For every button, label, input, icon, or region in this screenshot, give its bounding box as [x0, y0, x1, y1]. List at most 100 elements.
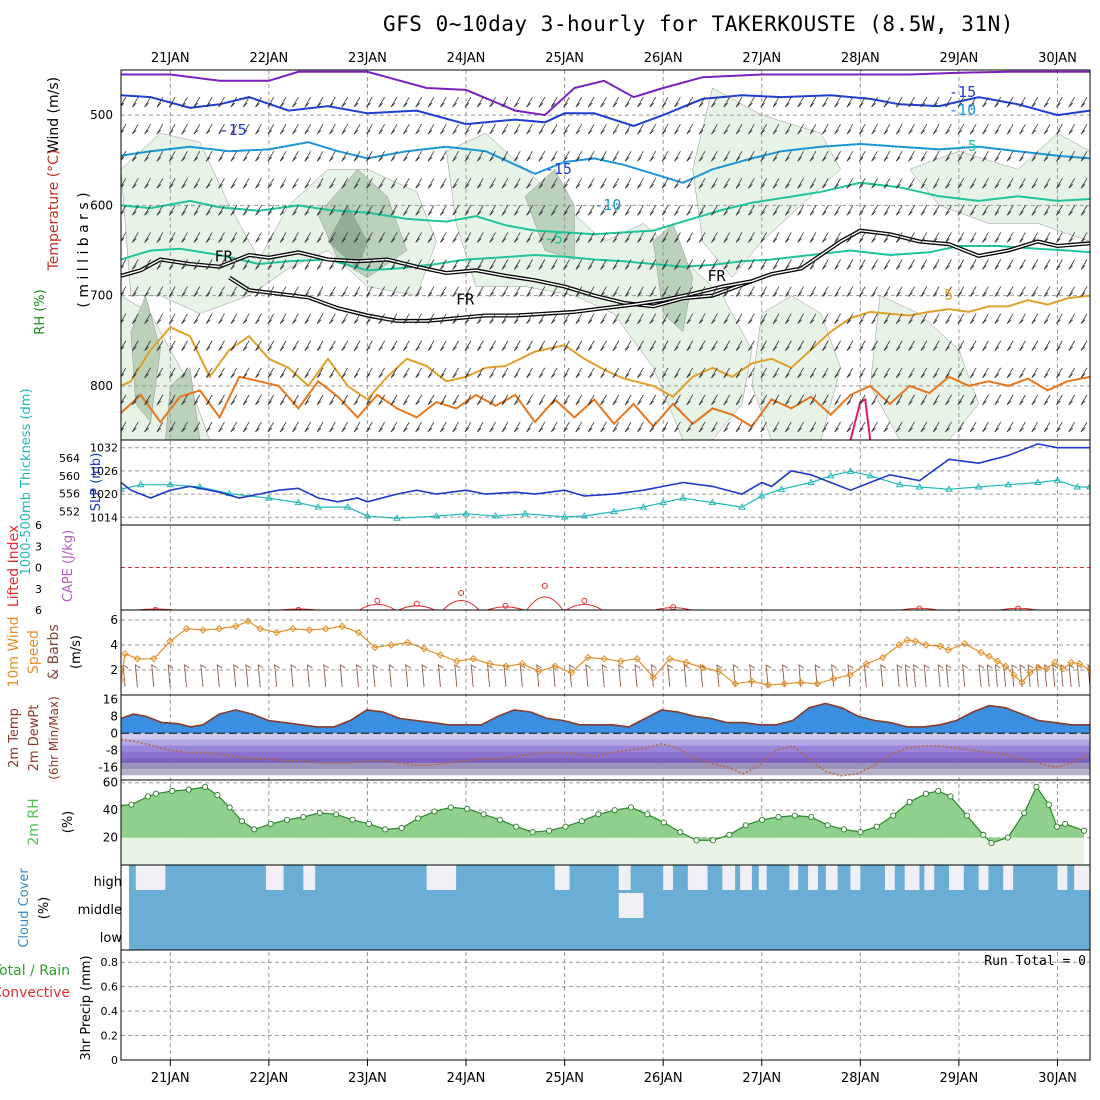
wind-barb	[711, 96, 718, 108]
wind-barb	[624, 259, 632, 270]
wind-barb	[587, 123, 595, 135]
wind-barb	[121, 313, 127, 324]
surface-wind-barb	[405, 664, 411, 688]
wind-barb	[982, 340, 989, 352]
wind-barb	[366, 96, 373, 108]
wind-barb	[415, 286, 422, 297]
wind-barb	[748, 96, 755, 108]
wind-barb	[390, 421, 398, 433]
wind-barb	[895, 259, 903, 270]
wind-barb	[1080, 151, 1088, 162]
wind-barb	[316, 151, 324, 162]
wind-speed-marker	[666, 655, 674, 663]
rh-point	[283, 816, 291, 823]
wind-barb	[1080, 123, 1088, 135]
precip-legend-total: Total / Rain	[0, 963, 70, 979]
wind-barb	[205, 367, 213, 379]
wind-barbs-label: & Barbs	[46, 624, 62, 680]
wind-barb	[1006, 123, 1014, 135]
wind-barb	[205, 421, 213, 433]
wind-barb	[205, 259, 213, 270]
wind-barb	[378, 340, 386, 352]
wind-barb	[181, 151, 188, 162]
wind-barb	[341, 394, 349, 406]
x-tick-top: 28JAN	[841, 51, 880, 66]
wind-barb	[501, 394, 509, 406]
wind-barb	[982, 96, 989, 108]
wind-barb	[205, 205, 213, 216]
wind-barb	[969, 421, 977, 433]
wind-barb	[821, 259, 829, 270]
wind-barb	[1006, 394, 1014, 406]
wind-barb	[304, 313, 312, 324]
surface-wind-barb	[618, 664, 624, 688]
rh-point	[238, 818, 246, 825]
wind-barb	[760, 367, 768, 379]
wind-barb	[784, 123, 792, 135]
wind-speed-marker	[436, 651, 445, 659]
wind-barb	[452, 96, 459, 108]
y-tick-thickness: 560	[59, 470, 80, 483]
wind-barb	[735, 313, 743, 324]
lifted-index-point	[541, 582, 548, 589]
wind-barb	[121, 259, 127, 270]
wind-barb	[821, 313, 829, 324]
surface-wind-barb	[937, 664, 944, 688]
wind-barb	[304, 96, 312, 108]
wind-barb	[1043, 340, 1051, 352]
wind-speed-marker	[813, 680, 821, 688]
wind-barb	[908, 286, 915, 297]
wind-speed-marker	[879, 653, 887, 662]
wind-barb	[489, 340, 496, 352]
rh-point	[267, 820, 274, 827]
wind-barb	[797, 313, 804, 324]
wind-barb	[711, 232, 718, 243]
wind-barb	[526, 232, 533, 243]
wind-speed-marker	[1010, 671, 1018, 679]
cloud-level-label: high	[94, 875, 122, 890]
rh-point	[1033, 783, 1040, 790]
lifted-index-curve	[999, 607, 1037, 610]
surface-wind-barb	[994, 664, 1001, 688]
wind-barb	[1006, 232, 1014, 243]
wind-barb	[858, 340, 866, 352]
wind-barb	[464, 259, 472, 270]
x-tick-bottom: 22JAN	[249, 1071, 288, 1086]
wind-barb	[723, 394, 731, 406]
wind-barb	[452, 421, 459, 433]
wind-barb	[452, 151, 459, 162]
wind-barb	[168, 340, 176, 352]
rh-point	[349, 816, 356, 823]
wind-barb	[1006, 151, 1014, 162]
wind-speed-marker	[518, 660, 527, 668]
rh-point	[300, 813, 307, 821]
wind-speed-marker	[1059, 665, 1067, 673]
wind-barb	[563, 232, 570, 243]
lifted-index-point	[916, 605, 923, 610]
wind-barb	[1006, 286, 1014, 297]
y-tick-slp: 1026	[90, 465, 118, 478]
wind-barb	[464, 394, 472, 406]
wind-barb	[329, 421, 336, 433]
wind-barb	[131, 123, 139, 135]
wind-barb	[390, 367, 398, 379]
wind-barb	[292, 286, 299, 297]
wind-barb	[871, 340, 878, 352]
wind-barb	[476, 96, 484, 108]
wind-barb	[994, 367, 1002, 379]
wind-barb	[821, 286, 829, 297]
wind-barb	[969, 123, 977, 135]
wind-barb	[711, 286, 718, 297]
wind-units: (m/s)	[69, 635, 84, 669]
y-tick-temp: -8	[106, 743, 118, 757]
wind-barb	[452, 367, 459, 379]
rh-fill	[121, 786, 1084, 844]
wind-barb	[871, 313, 878, 324]
wind-barb	[526, 421, 533, 433]
wind-barb	[279, 205, 287, 216]
wind-barb	[131, 367, 139, 379]
wind-barb	[982, 259, 989, 270]
wind-barb	[1031, 421, 1039, 433]
wind-barb	[748, 313, 755, 324]
wind-barb	[649, 259, 657, 270]
